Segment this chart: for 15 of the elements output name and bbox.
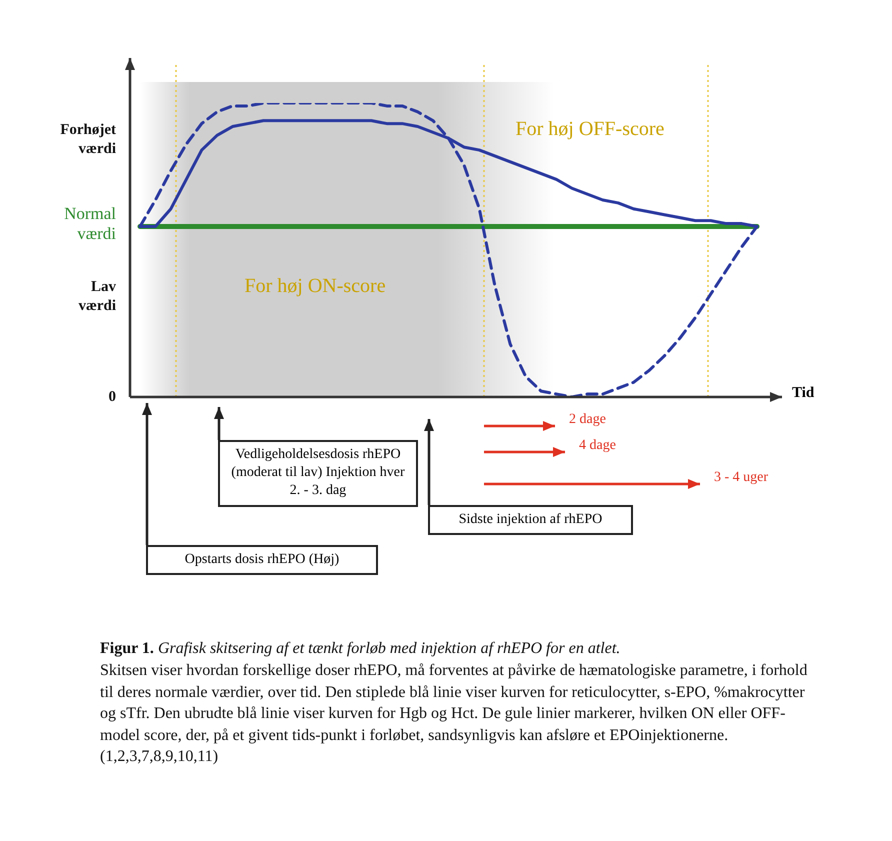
text: Skitsen viser hvordan forskellige doser rhEPO, må forventes at påvirke de hæmatologiske parametre, i forhold til deres normale værdier, over tid. Den stiplede blå linie viser kurven for reticulocytter, s-EPO, %makrocytter og sTfr. Den ubrudte blå linie viser kurven for Hgb og Hct. De gule linier markerer, hvilken ON eller OFF-model score, der, på et givent tids-punkt i forløbet, sandsynligvis kan afsløre et EPOinjektionerne. (1,2,3,7,8,9,10,11): [100, 661, 808, 768]
text: 4 dage: [579, 438, 616, 454]
series-label: Normal værdi: [64, 204, 116, 243]
text: Lav værdi: [78, 278, 116, 316]
text: Vedligeholdelsesdosis rhEPO (moderat til lav) Injektion hver 2. - 3. dag: [218, 440, 418, 507]
annotation: For høj ON-score: [244, 275, 386, 298]
text: Figur 1. Grafisk skitsering af et tænkt forløb med injektion af rhEPO for en atlet.: [100, 640, 620, 657]
text: 3 - 4 uger: [714, 470, 768, 486]
text: 2 dage: [569, 412, 606, 428]
x-axis-title: Tid: [792, 385, 814, 402]
text: Forhøjet værdi: [60, 121, 116, 158]
text: Opstarts dosis rhEPO (Høj): [146, 545, 378, 576]
annotation: For høj OFF-score: [516, 118, 664, 141]
text: 0: [108, 388, 116, 406]
text: Sidste injektion af rhEPO: [428, 505, 633, 536]
